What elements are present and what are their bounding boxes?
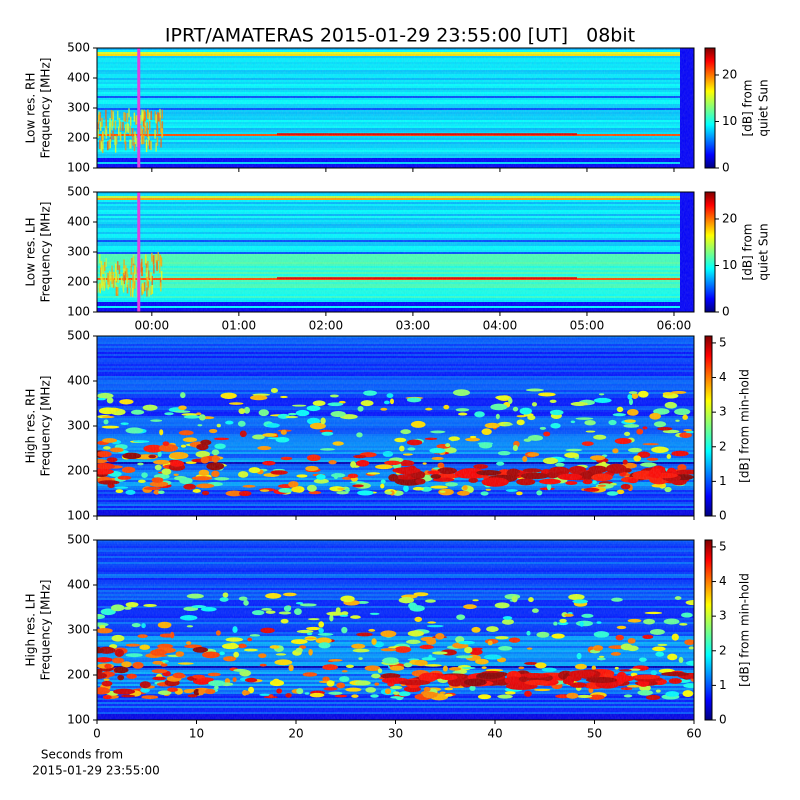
x-tick-label: 0 (93, 727, 101, 741)
y-axis-label: Frequency [MHz] (39, 376, 53, 477)
x-tick-label: 20 (288, 727, 303, 741)
x-tick-label: 01:00 (222, 319, 257, 333)
x-tick-label: 05:00 (570, 319, 605, 333)
spectrogram (97, 192, 694, 312)
colorbar-tick-label: 5 (719, 335, 727, 349)
y-axis-label: Low res. RH (24, 73, 38, 144)
x-tick-label: 10 (189, 727, 204, 741)
colorbar-tick-label: 20 (722, 67, 737, 81)
x-tick-label: 40 (487, 727, 502, 741)
colorbar-label: [dB] from min-hold (738, 369, 752, 483)
y-axis-label: Frequency [MHz] (39, 202, 53, 303)
colorbar-tick-label: 20 (722, 211, 737, 225)
colorbar-label: quiet Sun (757, 79, 771, 136)
y-tick-label: 300 (67, 245, 90, 259)
y-tick-label: 200 (67, 668, 90, 682)
colorbar-tick-label: 0 (719, 509, 727, 523)
y-tick-label: 400 (67, 374, 90, 388)
x-tick-label: 50 (587, 727, 602, 741)
colorbar-label: quiet Sun (757, 223, 771, 280)
y-tick-label: 100 (67, 305, 90, 319)
x-tick-label: 30 (388, 727, 403, 741)
colorbar-tick-label: 2 (719, 643, 727, 657)
colorbar-tick-label: 3 (719, 405, 727, 419)
x-tick-label: 60 (686, 727, 701, 741)
x-axis-label: 2015-01-29 23:55:00 (32, 764, 159, 778)
spectrogram (97, 540, 694, 720)
y-tick-label: 500 (67, 533, 90, 547)
y-axis-label: Frequency [MHz] (39, 58, 53, 159)
colorbar-tick-label: 5 (719, 539, 727, 553)
y-tick-label: 300 (67, 623, 90, 637)
colorbar-tick-label: 2 (719, 439, 727, 453)
colorbar-label: [dB] from min-hold (738, 573, 752, 687)
spectrogram (97, 48, 694, 168)
colorbar-tick-label: 4 (719, 574, 727, 588)
y-tick-label: 100 (67, 161, 90, 175)
colorbar-label: [dB] from (741, 80, 755, 137)
x-tick-label: 00:00 (135, 319, 170, 333)
x-tick-label: 04:00 (483, 319, 518, 333)
colorbar-tick-label: 0 (719, 713, 727, 727)
colorbar-tick-label: 10 (722, 114, 737, 128)
y-tick-label: 300 (67, 101, 90, 115)
spectrogram-noise (97, 48, 694, 168)
y-tick-label: 100 (67, 713, 90, 727)
x-tick-label: 03:00 (396, 319, 431, 333)
colorbar (704, 539, 713, 721)
y-axis-label: High res. LH (24, 593, 38, 666)
colorbar-tick-label: 0 (722, 305, 730, 319)
colorbar-tick-label: 10 (722, 258, 737, 272)
spectrogram-noise (97, 336, 694, 516)
y-axis-label: Frequency [MHz] (39, 580, 53, 681)
colorbar-label: [dB] from (741, 224, 755, 281)
colorbar-tick-label: 1 (719, 678, 727, 692)
colorbar (704, 47, 716, 169)
y-tick-label: 200 (67, 464, 90, 478)
spectrogram-noise (97, 192, 694, 312)
y-tick-label: 300 (67, 419, 90, 433)
colorbar-tick-label: 1 (719, 474, 727, 488)
x-axis-label: Seconds from (41, 748, 123, 762)
colorbar-tick-label: 3 (719, 609, 727, 623)
figure-title: IPRT/AMATERAS 2015-01-29 23:55:00 [UT] 0… (165, 25, 635, 47)
x-tick-label: 06:00 (657, 319, 692, 333)
spectrogram-noise (97, 540, 694, 720)
colorbar (704, 335, 713, 517)
y-axis-label: High res. RH (24, 389, 38, 464)
colorbar-tick-label: 0 (722, 161, 730, 175)
spectrogram (97, 336, 694, 516)
y-tick-label: 200 (67, 275, 90, 289)
y-tick-label: 200 (67, 131, 90, 145)
colorbar-tick-label: 4 (719, 370, 727, 384)
y-tick-label: 400 (67, 71, 90, 85)
y-tick-label: 500 (67, 329, 90, 343)
y-tick-label: 500 (67, 41, 90, 55)
x-tick-label: 02:00 (309, 319, 344, 333)
y-tick-label: 100 (67, 509, 90, 523)
y-tick-label: 400 (67, 578, 90, 592)
y-axis-label: Low res. LH (24, 217, 38, 286)
y-tick-label: 400 (67, 215, 90, 229)
colorbar (704, 191, 716, 313)
y-tick-label: 500 (67, 185, 90, 199)
